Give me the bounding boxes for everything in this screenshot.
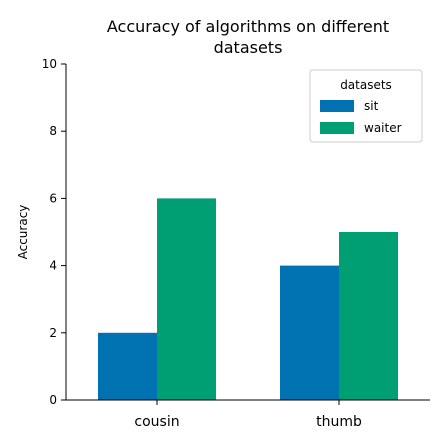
legend-title: datasets (340, 78, 392, 92)
legend-swatch-waiter (320, 122, 354, 134)
y-tick-label: 6 (49, 191, 57, 205)
x-category-label: thumb (316, 414, 362, 430)
legend-label-waiter: waiter (364, 121, 402, 135)
bar-waiter-thumb (339, 232, 398, 400)
y-axis-label: Accuracy (16, 205, 30, 260)
chart-title-line-1: Accuracy of algorithms on different (107, 17, 389, 36)
bar-waiter-cousin (157, 198, 216, 400)
x-axis-categories: cousin thumb (134, 400, 362, 430)
y-tick-label: 0 (49, 393, 57, 407)
legend: datasets sit waiter (310, 70, 422, 142)
y-axis-ticks: 0 2 4 6 8 10 (42, 57, 66, 407)
y-tick-label: 8 (49, 124, 57, 138)
bars (98, 198, 398, 400)
y-tick-label: 2 (49, 326, 57, 340)
chart-title-line-2: datasets (214, 38, 283, 57)
y-tick-label: 4 (49, 259, 57, 273)
legend-swatch-sit (320, 100, 354, 112)
legend-label-sit: sit (364, 99, 379, 113)
bar-sit-cousin (98, 333, 157, 400)
bar-sit-thumb (280, 266, 339, 400)
x-category-label: cousin (134, 414, 179, 430)
y-tick-label: 10 (42, 57, 57, 71)
